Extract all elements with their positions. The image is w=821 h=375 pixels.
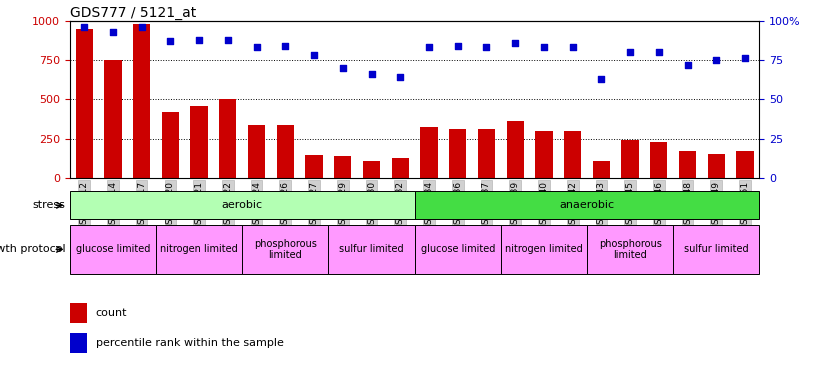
Bar <box>673 225 759 274</box>
Bar <box>70 191 415 219</box>
Bar <box>162 112 179 178</box>
Text: stress: stress <box>33 200 66 210</box>
Point <box>538 44 551 50</box>
Point <box>653 49 666 55</box>
Point <box>250 44 264 50</box>
Bar <box>70 303 87 323</box>
Point <box>222 36 235 42</box>
Point <box>480 44 493 50</box>
Bar <box>449 129 466 178</box>
Text: anaerobic: anaerobic <box>559 200 615 210</box>
Bar <box>70 225 156 274</box>
Point <box>624 49 637 55</box>
Bar <box>328 225 415 274</box>
Bar <box>650 142 667 178</box>
Point <box>365 71 378 77</box>
Bar <box>507 122 524 178</box>
Bar <box>219 99 236 178</box>
Bar <box>501 225 587 274</box>
Bar <box>156 225 242 274</box>
Point <box>452 43 465 49</box>
Text: count: count <box>95 308 127 318</box>
Bar <box>70 333 87 353</box>
Point <box>739 56 752 62</box>
Point <box>681 62 695 68</box>
Bar <box>679 150 696 178</box>
Point <box>107 28 120 34</box>
Bar <box>708 154 725 178</box>
Point <box>308 52 321 58</box>
Text: sulfur limited: sulfur limited <box>339 244 404 254</box>
Bar <box>415 191 759 219</box>
Bar <box>420 127 438 178</box>
Bar <box>334 156 351 178</box>
Point <box>135 24 149 30</box>
Bar <box>277 124 294 178</box>
Bar <box>76 28 93 178</box>
Point <box>423 44 436 50</box>
Bar <box>305 154 323 178</box>
Bar <box>478 129 495 178</box>
Text: sulfur limited: sulfur limited <box>684 244 749 254</box>
Bar <box>363 161 380 178</box>
Bar <box>415 225 501 274</box>
Point <box>164 38 177 44</box>
Text: percentile rank within the sample: percentile rank within the sample <box>95 338 283 348</box>
Text: growth protocol: growth protocol <box>0 244 66 254</box>
Bar <box>535 131 553 178</box>
Bar <box>564 131 581 178</box>
Text: aerobic: aerobic <box>222 200 263 210</box>
Bar <box>248 124 265 178</box>
Point <box>509 40 522 46</box>
Bar <box>133 24 150 178</box>
Bar <box>736 150 754 178</box>
Text: nitrogen limited: nitrogen limited <box>505 244 583 254</box>
Bar <box>392 158 409 178</box>
Bar <box>621 140 639 178</box>
Point <box>595 76 608 82</box>
Bar <box>190 106 208 178</box>
Text: GDS777 / 5121_at: GDS777 / 5121_at <box>70 6 196 20</box>
Point <box>337 65 350 71</box>
Point <box>710 57 723 63</box>
Bar <box>104 60 122 178</box>
Point <box>192 36 205 42</box>
Point <box>279 43 292 49</box>
Text: glucose limited: glucose limited <box>420 244 495 254</box>
Point <box>78 24 91 30</box>
Text: glucose limited: glucose limited <box>76 244 150 254</box>
Bar <box>593 161 610 178</box>
Text: nitrogen limited: nitrogen limited <box>160 244 238 254</box>
Point <box>394 74 407 80</box>
Text: phosphorous
limited: phosphorous limited <box>599 238 662 260</box>
Point <box>566 44 580 50</box>
Bar <box>587 225 673 274</box>
Bar <box>242 225 328 274</box>
Text: phosphorous
limited: phosphorous limited <box>254 238 317 260</box>
